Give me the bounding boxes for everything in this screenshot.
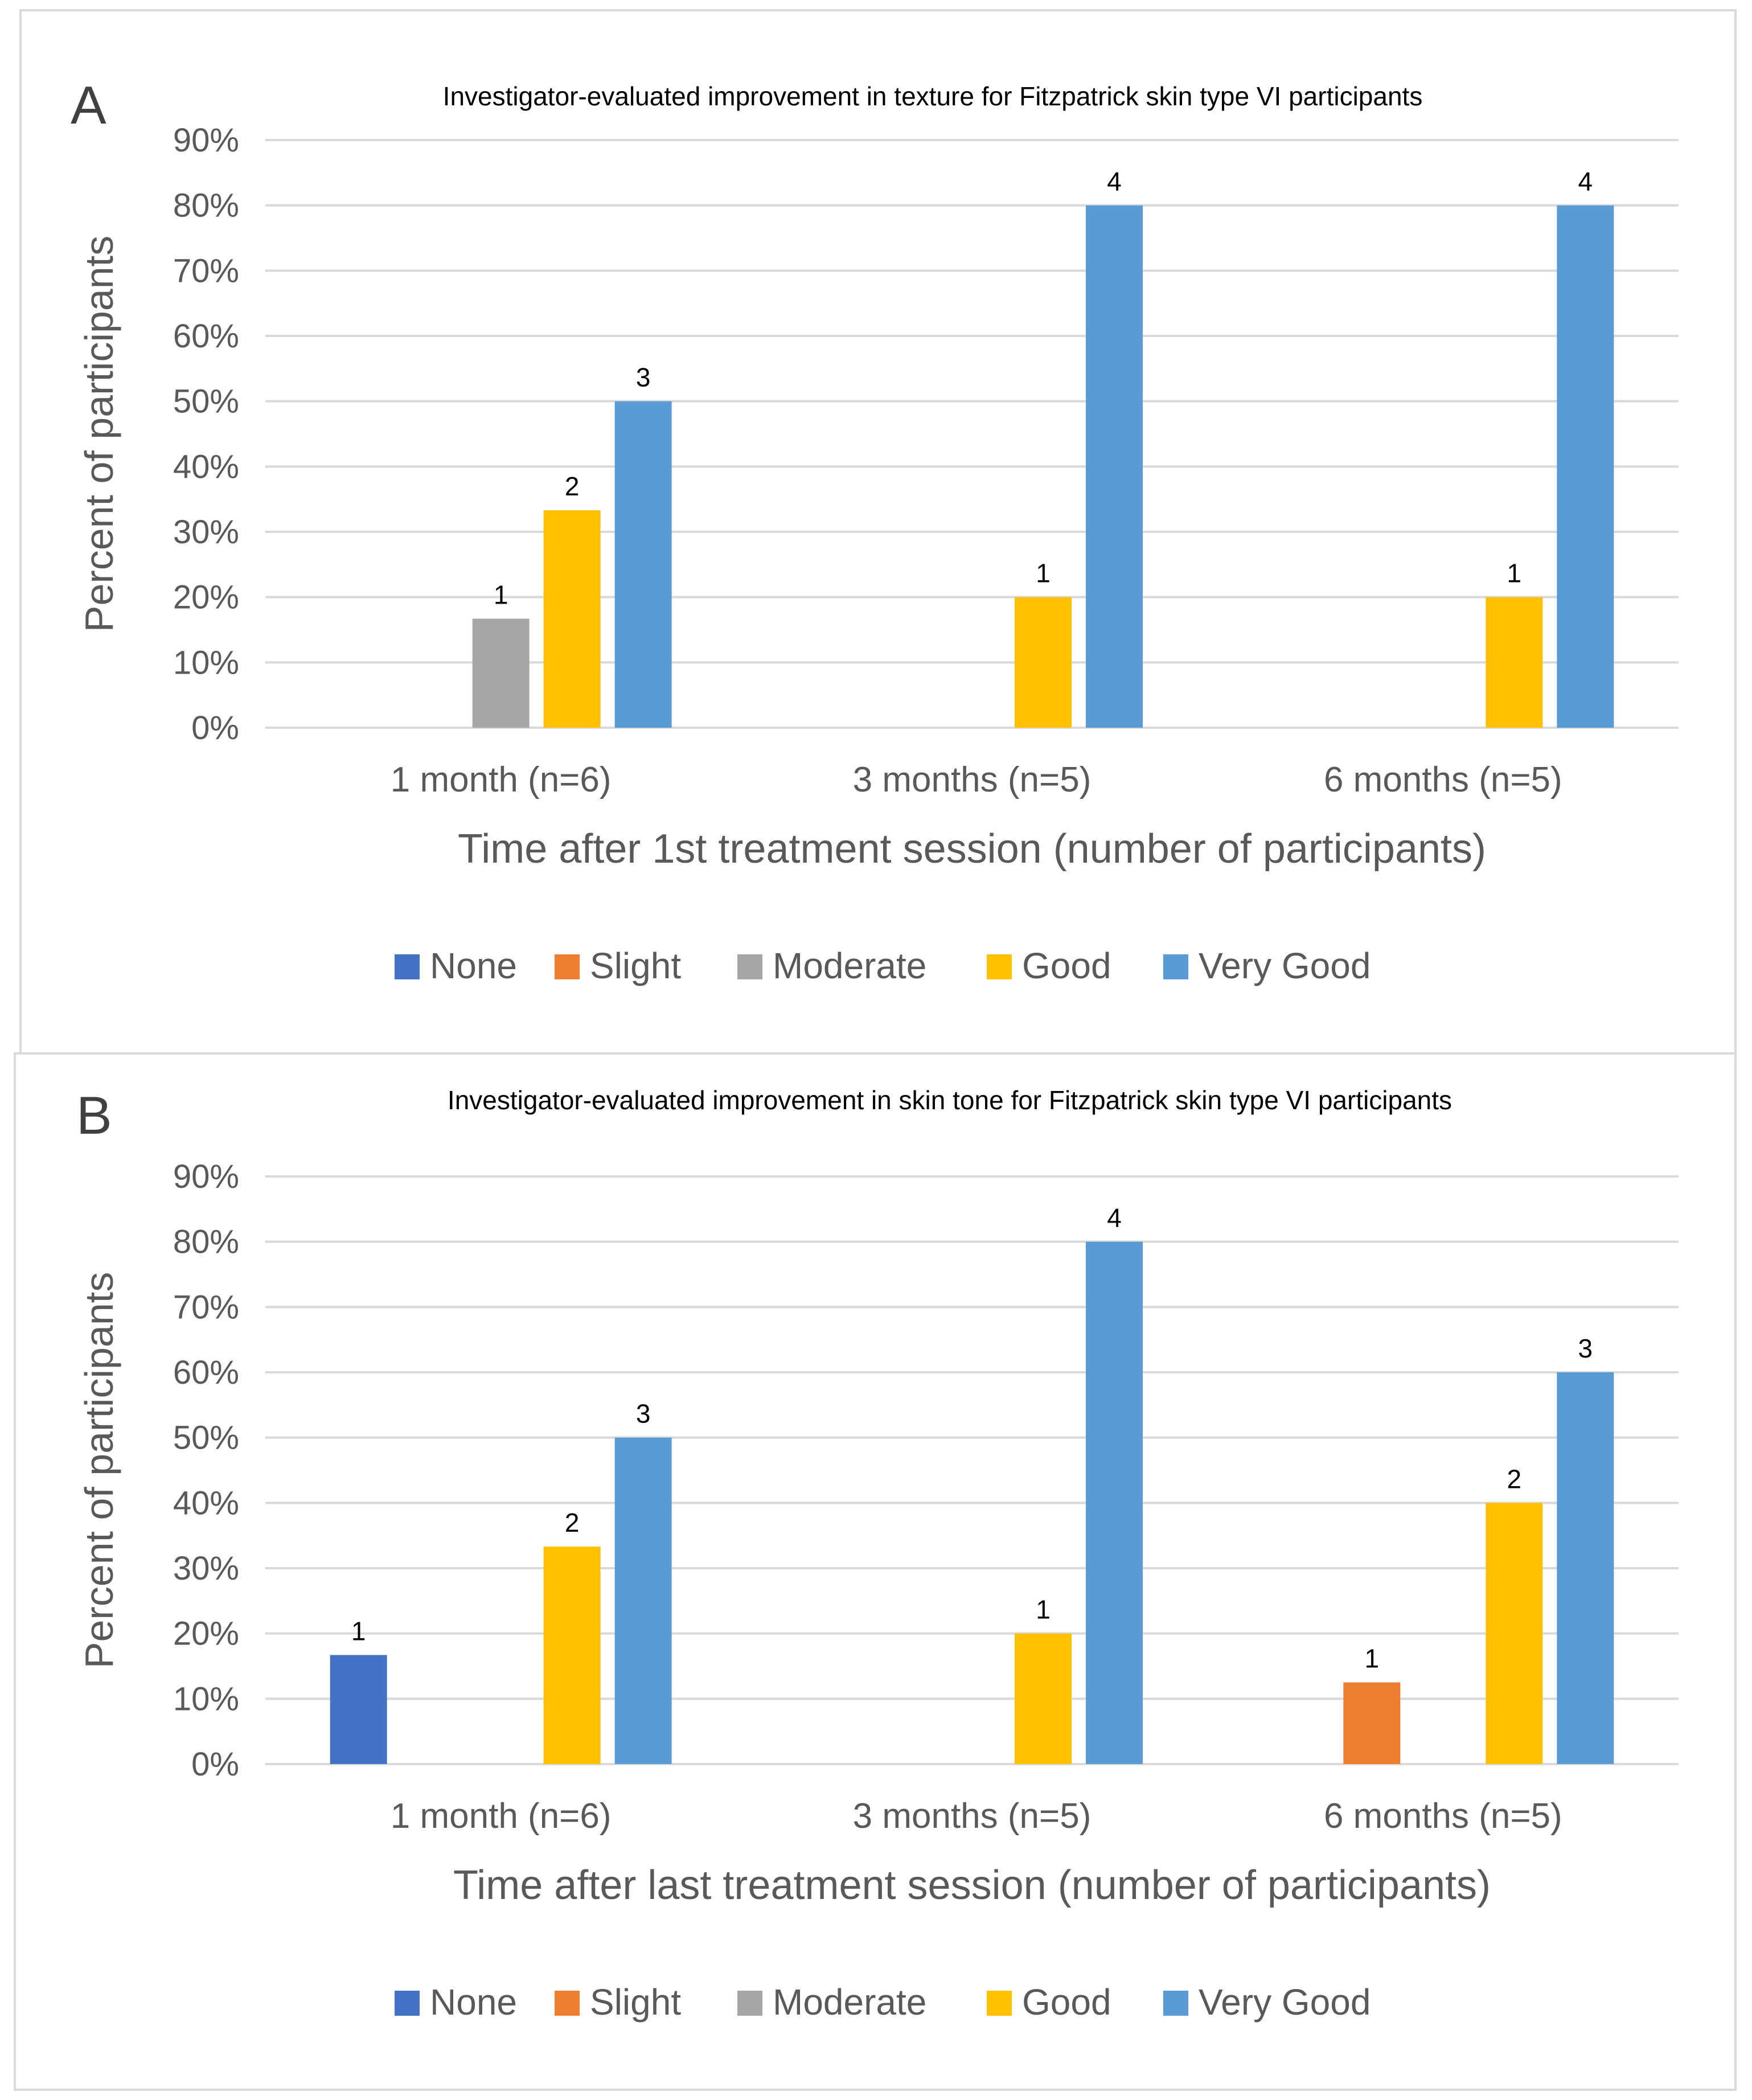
bar-good xyxy=(543,510,601,728)
bar-very-good xyxy=(1557,1372,1614,1764)
y-tick-label: 90% xyxy=(173,1158,239,1195)
legend-label: Good xyxy=(1022,1982,1111,2023)
chart-title: Investigator-evaluated improvement in sk… xyxy=(448,1085,1452,1115)
bar-good xyxy=(1486,597,1543,728)
data-label: 1 xyxy=(494,580,508,610)
y-tick-label: 90% xyxy=(173,122,239,159)
bar-chart-skin-tone: Investigator-evaluated improvement in sk… xyxy=(77,1085,1679,2023)
legend-label: None xyxy=(430,1982,517,2023)
data-label: 4 xyxy=(1107,167,1122,196)
bar-moderate xyxy=(472,618,530,728)
panel-label: A xyxy=(71,75,106,135)
y-tick-label: 0% xyxy=(191,1746,239,1783)
legend-label: Slight xyxy=(590,945,681,986)
y-tick-label: 10% xyxy=(173,644,239,681)
legend-label: Moderate xyxy=(773,1982,926,2023)
data-label: 1 xyxy=(1036,1595,1051,1625)
bar-very-good xyxy=(614,1437,672,1764)
y-tick-label: 30% xyxy=(173,514,239,551)
chart-title: Investigator-evaluated improvement in te… xyxy=(443,81,1423,111)
y-axis-label: Percent of participants xyxy=(77,1272,121,1668)
bar-slight xyxy=(1343,1682,1401,1764)
bar-very-good xyxy=(1086,205,1143,728)
bar-very-good xyxy=(1557,205,1614,728)
legend-swatch xyxy=(1163,1991,1188,2016)
y-tick-label: 30% xyxy=(173,1550,239,1587)
y-tick-label: 10% xyxy=(173,1680,239,1717)
x-tick-label: 3 months (n=5) xyxy=(853,1797,1092,1836)
legend-label: Moderate xyxy=(773,945,926,986)
chart-panel-a: A Investigator-evaluated improvement in … xyxy=(19,9,1737,1056)
y-tick-label: 40% xyxy=(173,1484,239,1521)
legend-label: Slight xyxy=(590,1982,681,2023)
legend-swatch xyxy=(737,1991,762,2016)
y-tick-label: 60% xyxy=(173,318,239,355)
y-tick-label: 70% xyxy=(173,1289,239,1326)
x-tick-label: 6 months (n=5) xyxy=(1324,760,1562,799)
legend-swatch xyxy=(737,954,762,979)
x-tick-label: 1 month (n=6) xyxy=(391,760,612,799)
data-label: 1 xyxy=(1365,1644,1380,1674)
data-label: 1 xyxy=(1036,559,1051,588)
legend-swatch xyxy=(987,954,1012,979)
legend-label: Good xyxy=(1022,945,1111,986)
x-tick-label: 3 months (n=5) xyxy=(853,760,1092,799)
legend-swatch xyxy=(395,954,420,979)
y-tick-label: 50% xyxy=(173,383,239,420)
x-tick-label: 1 month (n=6) xyxy=(391,1797,612,1836)
data-label: 3 xyxy=(1578,1334,1593,1363)
legend-label: None xyxy=(430,945,517,986)
legend-swatch xyxy=(987,1991,1012,2016)
bar-very-good xyxy=(1086,1241,1143,1764)
y-tick-label: 60% xyxy=(173,1354,239,1391)
bar-chart-texture: Investigator-evaluated improvement in te… xyxy=(77,81,1679,986)
y-axis-label: Percent of participants xyxy=(77,236,121,632)
panel-label: B xyxy=(76,1085,112,1145)
legend-label: Very Good xyxy=(1199,945,1371,986)
legend-swatch xyxy=(555,1991,580,2016)
x-axis-label: Time after last treatment session (numbe… xyxy=(453,1863,1491,1908)
data-label: 3 xyxy=(636,363,651,392)
legend-label: Very Good xyxy=(1199,1982,1371,2023)
bar-very-good xyxy=(614,401,672,728)
bar-good xyxy=(1015,597,1072,728)
y-tick-label: 50% xyxy=(173,1420,239,1457)
chart-panel-b: B Investigator-evaluated improvement in … xyxy=(14,1052,1737,2091)
data-label: 3 xyxy=(636,1399,651,1429)
data-label: 1 xyxy=(1507,559,1522,588)
data-label: 2 xyxy=(565,471,580,501)
y-tick-label: 80% xyxy=(173,1224,239,1261)
data-label: 4 xyxy=(1107,1203,1122,1233)
y-tick-label: 80% xyxy=(173,187,239,224)
bar-good xyxy=(1015,1633,1072,1764)
bar-good xyxy=(543,1547,601,1764)
x-tick-label: 6 months (n=5) xyxy=(1324,1797,1562,1836)
legend-swatch xyxy=(395,1991,420,2016)
bar-good xyxy=(1486,1503,1543,1764)
y-tick-label: 0% xyxy=(191,709,239,747)
legend-swatch xyxy=(1163,954,1188,979)
y-tick-label: 40% xyxy=(173,448,239,485)
data-label: 1 xyxy=(351,1617,366,1646)
data-label: 2 xyxy=(565,1508,580,1537)
data-label: 2 xyxy=(1507,1464,1522,1494)
legend-swatch xyxy=(555,954,580,979)
y-tick-label: 20% xyxy=(173,579,239,616)
data-label: 4 xyxy=(1578,167,1593,196)
y-tick-label: 70% xyxy=(173,252,239,289)
x-axis-label: Time after 1st treatment session (number… xyxy=(458,826,1486,872)
bar-none xyxy=(330,1655,387,1764)
y-tick-label: 20% xyxy=(173,1615,239,1652)
